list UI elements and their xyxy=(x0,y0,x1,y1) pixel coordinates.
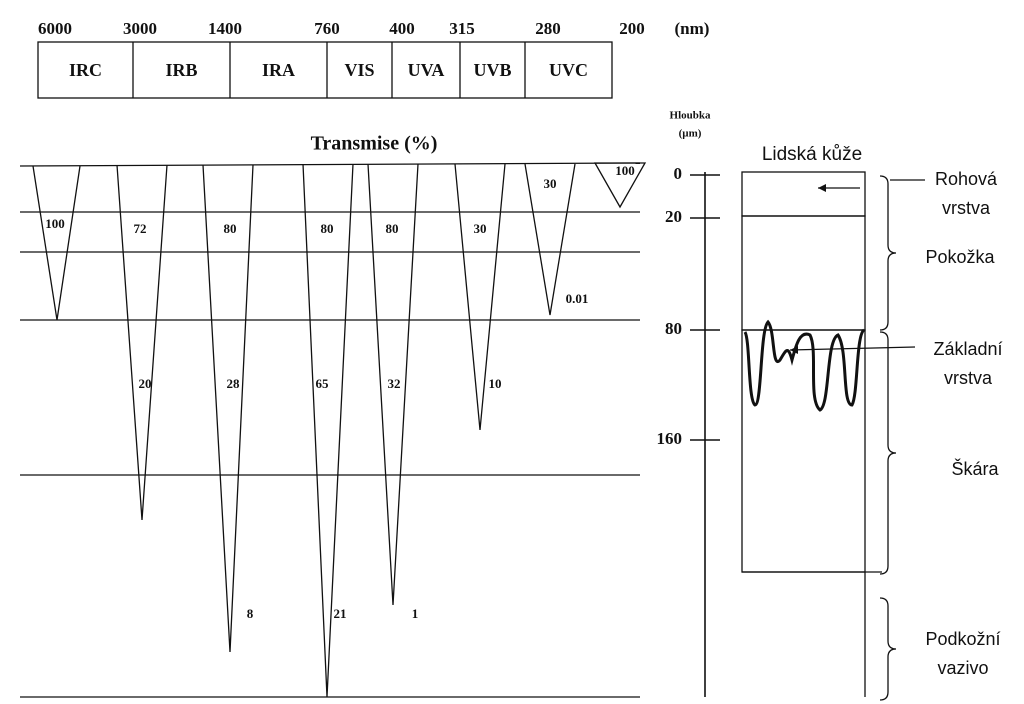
layer-label: Rohová xyxy=(935,169,998,189)
band-label: UVC xyxy=(549,60,588,80)
layer-label: Škára xyxy=(951,458,999,479)
wavelength-label: 1400 xyxy=(208,19,242,38)
wavelength-label: 6000 xyxy=(38,19,72,38)
depth-tick-label: 80 xyxy=(665,319,682,338)
band-label: IRC xyxy=(69,60,102,80)
band-box xyxy=(38,42,612,98)
depth-title: Hloubka xyxy=(670,110,711,122)
transmission-label: 28 xyxy=(227,376,241,391)
layer-label: vazivo xyxy=(937,658,988,678)
transmission-label: 30 xyxy=(474,221,487,236)
diagram: Lidská kůže Transmise (%) (nm) Hloubka (… xyxy=(0,0,1024,704)
transmission-label: 80 xyxy=(321,221,334,236)
transmission-label: 32 xyxy=(388,376,401,391)
transmission-label: 65 xyxy=(316,376,330,391)
transmission-label: 30 xyxy=(544,176,557,191)
wavelength-label: 200 xyxy=(619,19,645,38)
wavelength-unit: (nm) xyxy=(675,19,710,38)
transmission-label: 10 xyxy=(489,376,502,391)
epidermis xyxy=(742,216,865,330)
wavelength-label: 3000 xyxy=(123,19,157,38)
wavelength-label: 760 xyxy=(314,19,340,38)
transmission-label: 100 xyxy=(615,163,635,178)
layer-label: Podkožní xyxy=(925,629,1000,649)
wavelength-label: 400 xyxy=(389,19,415,38)
depth-tick-label: 20 xyxy=(665,207,682,226)
arrow xyxy=(818,184,826,192)
transmission-label: 80 xyxy=(386,221,399,236)
stratum-corneum xyxy=(742,172,865,216)
leader-basal xyxy=(790,347,915,350)
transmission-label: 1 xyxy=(412,606,419,621)
layer-label: Základní xyxy=(933,339,1002,359)
band-label: VIS xyxy=(344,60,374,80)
layer-label: vrstva xyxy=(942,198,991,218)
transmission-label: 100 xyxy=(45,216,65,231)
wavelength-label: 315 xyxy=(449,19,475,38)
depth-unit: (µm) xyxy=(679,128,702,140)
band-label: IRB xyxy=(165,60,197,80)
brace xyxy=(880,332,896,574)
title: Transmise (%) xyxy=(311,133,438,155)
layer-label: vrstva xyxy=(944,368,993,388)
band-label: UVB xyxy=(473,60,511,80)
layer-label: Pokožka xyxy=(925,247,995,267)
transmission-label: 72 xyxy=(134,221,147,236)
transmission-label: 0.01 xyxy=(566,291,589,306)
grid xyxy=(20,163,640,697)
basal-layer xyxy=(745,322,864,410)
band-label: UVA xyxy=(408,60,445,80)
depth-tick-label: 160 xyxy=(657,429,683,448)
depth-tick-label: 0 xyxy=(674,164,683,183)
brace xyxy=(880,598,896,700)
transmission-label: 80 xyxy=(224,221,237,236)
band-label: IRA xyxy=(262,60,295,80)
brace xyxy=(880,176,896,330)
wavelength-label: 280 xyxy=(535,19,561,38)
transmission-label: 8 xyxy=(247,606,254,621)
transmission-label: 21 xyxy=(334,606,347,621)
skin-title: Lidská kůže xyxy=(762,144,862,165)
transmission-label: 20 xyxy=(139,376,152,391)
